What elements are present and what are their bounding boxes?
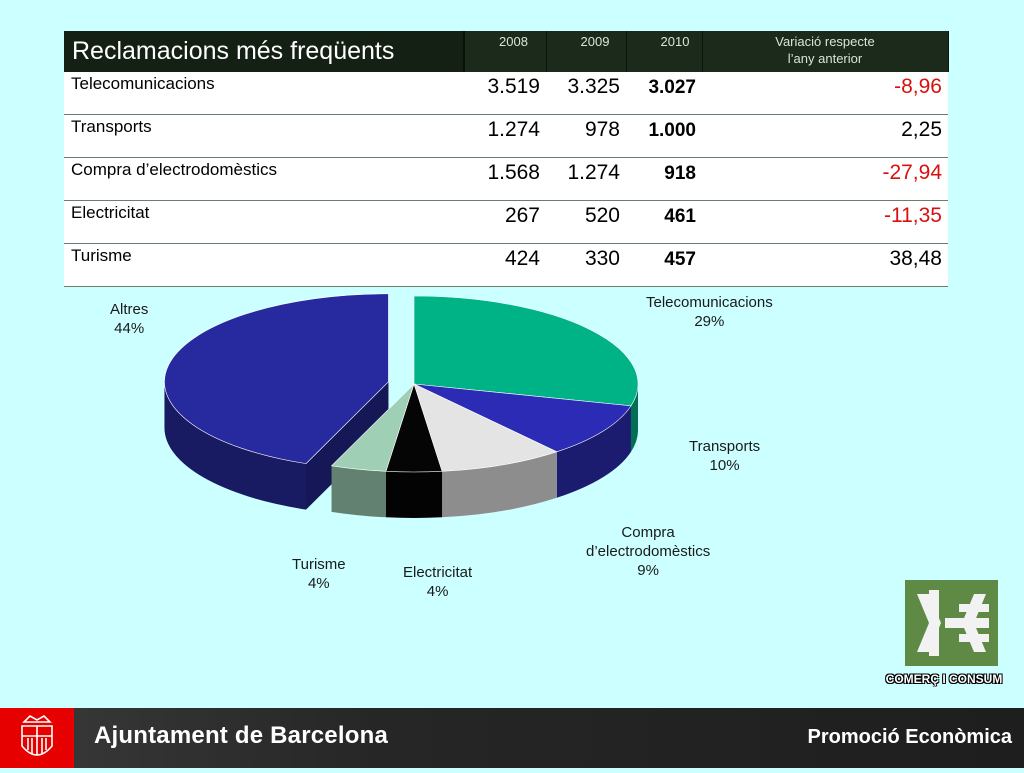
crest-icon	[21, 715, 53, 756]
table-row: Compra d’electrodomèstics 1.568 1.274 91…	[64, 157, 948, 201]
department-name: Promoció Econòmica	[807, 726, 1013, 748]
label-telecom-name: Telecomunicacions	[646, 294, 773, 311]
label-electricitat: Electricitat 4%	[403, 563, 472, 601]
label-altres-value: 44%	[114, 320, 145, 337]
row-name: Transports	[64, 114, 464, 158]
label-compra-line1: Compra	[621, 524, 675, 541]
slice-side-3	[385, 471, 443, 518]
complaints-table: Reclamacions més freqüents 2008 2009 201…	[64, 31, 949, 287]
year-2009-header: 2009	[546, 31, 627, 72]
label-telecom-value: 29%	[694, 313, 725, 330]
cell-2010: 457	[626, 243, 702, 287]
cell-variation: -27,94	[702, 157, 948, 201]
pie-slice-transports	[413, 383, 632, 453]
cell-2009: 520	[546, 200, 626, 244]
table-header-row: Reclamacions més freqüents 2008 2009 201…	[64, 31, 949, 72]
pie-slice-turisme	[330, 383, 415, 472]
cell-2008: 1.568	[464, 157, 546, 201]
label-compra: Compra d’electrodomèstics 9%	[586, 523, 710, 580]
footer-bar: Ajuntament de Barcelona Promoció Econòmi…	[0, 708, 1024, 768]
cell-2009: 978	[546, 114, 626, 158]
table-row: Electricitat 267 520 461 -11,35	[64, 200, 948, 244]
cell-2008: 424	[464, 243, 546, 287]
label-turisme: Turisme 4%	[292, 555, 346, 593]
cell-2010: 3.027	[626, 72, 702, 115]
row-name: Electricitat	[64, 200, 464, 244]
table-row: Turisme 424 330 457 38,48	[64, 243, 948, 287]
comerc-logo-icon	[917, 590, 989, 656]
label-turisme-name: Turisme	[292, 556, 346, 573]
table-row: Transports 1.274 978 1.000 2,25	[64, 114, 948, 158]
variation-header: Variació respecte l’any anterior	[702, 31, 949, 72]
cell-2009: 330	[546, 243, 626, 287]
cell-2009: 1.274	[546, 157, 626, 201]
comerc-consum-logo	[905, 580, 998, 666]
label-turisme-value: 4%	[307, 575, 330, 592]
label-telecomunicacions: Telecomunicacions 29%	[646, 293, 773, 331]
label-altres-name: Altres	[110, 301, 149, 318]
slice-side-0	[630, 384, 638, 452]
cell-2008: 267	[464, 200, 546, 244]
row-name: Telecomunicacions	[64, 72, 464, 115]
variation-header-line1: Variació respecte	[775, 34, 875, 49]
label-electricitat-value: 4%	[426, 583, 449, 600]
cell-variation: 2,25	[702, 114, 948, 158]
slice-side-1	[556, 405, 631, 498]
pie-slice-telecomunicacions	[413, 295, 639, 407]
label-compra-value: 9%	[637, 562, 659, 579]
variation-header-line2: l’any anterior	[787, 51, 863, 66]
slice-side-2	[442, 451, 557, 518]
table-row: Telecomunicacions 3.519 3.325 3.027 -8,9…	[64, 72, 948, 115]
cell-2008: 3.519	[464, 72, 546, 115]
complaints-pie-chart	[164, 293, 639, 518]
slice-wall-5-0	[306, 381, 389, 510]
cell-2009: 3.325	[546, 72, 626, 115]
label-altres: Altres 44%	[110, 300, 148, 338]
city-name: Ajuntament de Barcelona	[94, 722, 388, 749]
label-transports: Transports 10%	[689, 437, 760, 475]
label-compra-line2: d’electrodomèstics	[586, 543, 711, 560]
year-2010-header: 2010	[626, 31, 703, 72]
slice-side-4	[331, 465, 386, 518]
cell-variation: -11,35	[702, 200, 948, 244]
row-name: Turisme	[64, 243, 464, 287]
label-electricitat-name: Electricitat	[403, 564, 473, 581]
year-2008-header: 2008	[464, 31, 547, 72]
label-transports-name: Transports	[689, 438, 761, 455]
pie-slice-altres	[164, 293, 389, 464]
label-transports-value: 10%	[709, 457, 740, 474]
cell-2010: 1.000	[626, 114, 702, 158]
cell-2010: 461	[626, 200, 702, 244]
cell-variation: 38,48	[702, 243, 948, 287]
logo-caption: COMERÇ I CONSUM	[885, 672, 1003, 686]
table-title: Reclamacions més freqüents	[64, 31, 465, 72]
cell-2010: 918	[626, 157, 702, 201]
cell-variation: -8,96	[702, 72, 948, 115]
cell-2008: 1.274	[464, 114, 546, 158]
pie-slice-compra-d-electrodom-stics	[413, 383, 558, 472]
barcelona-crest	[0, 708, 74, 768]
slice-side-5	[164, 381, 307, 510]
row-name: Compra d’electrodomèstics	[64, 157, 464, 201]
